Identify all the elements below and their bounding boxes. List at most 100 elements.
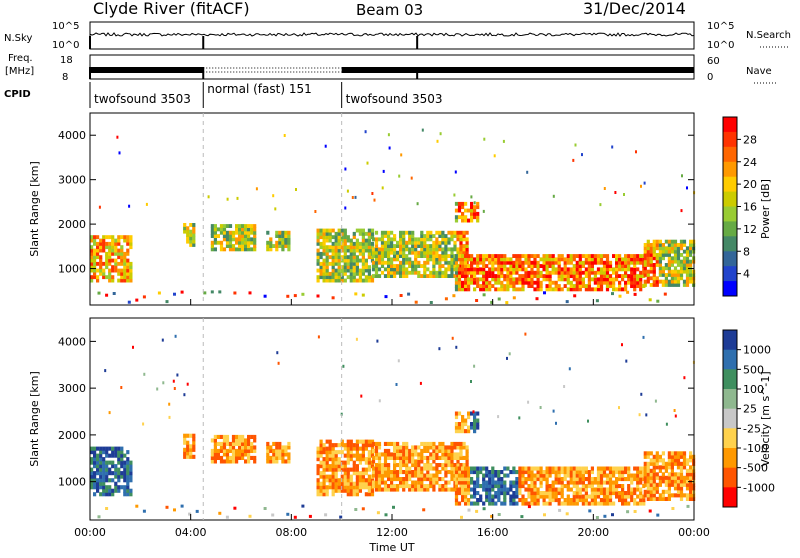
heatmap-cell: [457, 491, 462, 496]
heatmap-cell: [521, 264, 525, 268]
heatmap-cell: [447, 237, 451, 242]
heatmap-cell: [676, 256, 681, 261]
heatmap-cell: [533, 270, 537, 275]
heatmap-cell: [542, 494, 546, 499]
heatmap-cell: [331, 481, 335, 486]
heatmap-cell: [438, 240, 442, 245]
heatmap-cell: [512, 254, 516, 258]
heatmap-cell: [655, 243, 659, 247]
heatmap-cell: [497, 494, 501, 499]
heatmap-cell: [228, 441, 233, 446]
heatmap-cell: [566, 280, 570, 285]
heatmap-cell: [358, 275, 362, 280]
heatmap-cell: [358, 485, 362, 490]
heatmap-cell: [390, 250, 394, 255]
heatmap-cell: [99, 446, 103, 451]
heatmap-cell: [126, 488, 130, 493]
heatmap-cell: [539, 470, 543, 475]
heatmap-cell: [238, 438, 242, 443]
heatmap-cell: [90, 457, 94, 462]
heatmap-cell: [473, 280, 477, 285]
heatmap-cell: [97, 291, 101, 295]
heatmap-cell: [328, 275, 332, 280]
heatmap-cell: [646, 468, 650, 473]
heatmap-cell: [488, 284, 492, 288]
heatmap-cell: [411, 230, 415, 235]
heatmap-cell: [615, 494, 619, 499]
heatmap-cell: [667, 259, 671, 264]
heatmap-cell: [355, 228, 359, 233]
heatmap-cell: [322, 457, 326, 462]
heatmap-cell: [596, 267, 601, 272]
heatmap-cell: [518, 466, 522, 471]
x-axis-label: Time UT: [368, 541, 414, 554]
heatmap-cell: [247, 438, 251, 443]
heatmap-cell: [426, 247, 430, 252]
heatmap-cell: [512, 494, 516, 499]
heatmap-cell: [530, 264, 534, 268]
heatmap-cell: [482, 484, 486, 489]
heatmap-cell: [408, 470, 412, 475]
heatmap-cell: [661, 479, 665, 484]
heatmap-cell: [157, 291, 161, 295]
heatmap-cell: [411, 264, 415, 268]
heatmap-cell: [231, 247, 236, 252]
heatmap-cell: [518, 470, 522, 475]
heatmap-cell: [673, 475, 678, 480]
heatmap-cell: [560, 477, 564, 482]
heatmap-cell: [129, 460, 133, 465]
heatmap-cell: [111, 488, 115, 493]
heatmap-cell: [661, 273, 665, 277]
heatmap-cell: [447, 260, 451, 265]
heatmap-cell: [126, 485, 130, 490]
heatmap-cell: [640, 392, 643, 396]
heatmap-cell: [685, 482, 690, 487]
heatmap-cell: [587, 284, 591, 288]
heatmap-cell: [435, 237, 439, 242]
heatmap-cell: [352, 464, 356, 469]
heatmap-cell: [346, 460, 350, 465]
colorbar-tick-label: -100: [743, 442, 768, 455]
heatmap-cell: [625, 359, 628, 363]
heatmap-cell: [670, 479, 674, 484]
heatmap-cell: [581, 264, 585, 268]
heatmap-cell: [599, 284, 604, 288]
heatmap-cell: [652, 263, 656, 267]
heatmap-cell: [301, 504, 305, 508]
heatmap-cell: [527, 260, 531, 265]
heatmap-cell: [621, 287, 625, 292]
heatmap-cell: [358, 460, 362, 465]
heatmap-cell: [488, 287, 492, 292]
heatmap-cell: [485, 264, 489, 268]
heatmap-cell: [417, 463, 421, 468]
heatmap-cell: [213, 227, 217, 232]
heatmap-cell: [123, 485, 127, 490]
heatmap-cell: [432, 240, 436, 245]
heatmap-cell: [105, 235, 109, 240]
heatmap-cell: [682, 451, 687, 456]
heatmap-cell: [111, 450, 115, 455]
heatmap-cell: [500, 470, 504, 475]
heatmap-cell: [331, 492, 335, 497]
heatmap-cell: [575, 477, 579, 482]
heatmap-cell: [284, 448, 288, 453]
heatmap-cell: [331, 241, 335, 246]
heatmap-cell: [96, 245, 100, 250]
heatmap-cell: [636, 257, 640, 262]
heatmap-cell: [450, 463, 454, 468]
heatmap-cell: [105, 471, 109, 476]
heatmap-cell: [377, 441, 382, 446]
heatmap-cell: [120, 453, 124, 458]
heatmap-cell: [608, 274, 613, 278]
heatmap-cell: [414, 237, 418, 242]
heatmap-cell: [284, 452, 288, 457]
heatmap-cell: [491, 480, 495, 485]
heatmap-cell: [423, 477, 427, 482]
heatmap-cell: [390, 267, 394, 272]
heatmap-cell: [673, 409, 676, 412]
heatmap-cell: [102, 275, 106, 280]
heatmap-cell: [578, 267, 582, 272]
heatmap-cell: [117, 460, 121, 465]
heatmap-cell: [405, 455, 409, 460]
